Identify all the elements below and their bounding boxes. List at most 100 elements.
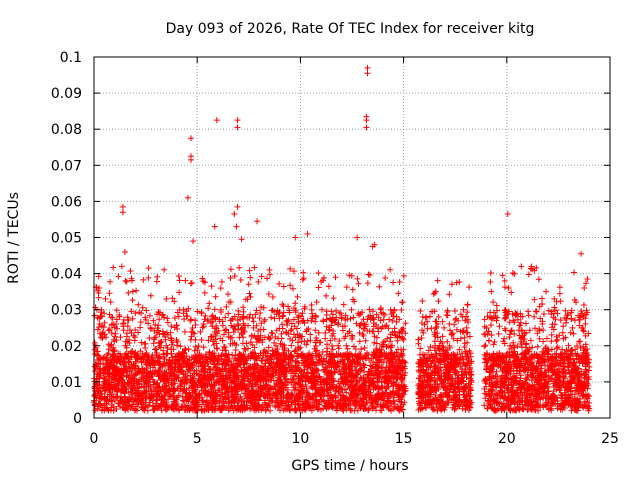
data-point <box>534 343 541 350</box>
data-point <box>292 300 299 307</box>
data-point <box>382 274 389 281</box>
data-point <box>341 386 348 393</box>
data-point <box>248 383 255 390</box>
data-point <box>137 319 144 326</box>
data-point <box>106 326 113 333</box>
data-point <box>207 319 214 326</box>
data-point <box>124 317 131 324</box>
data-point <box>377 305 384 312</box>
data-point <box>200 278 207 285</box>
data-point <box>340 301 347 308</box>
data-point <box>286 307 293 314</box>
data-point <box>323 308 330 315</box>
data-point <box>322 329 329 336</box>
data-point <box>466 284 473 291</box>
data-point <box>188 333 195 340</box>
data-point <box>290 331 297 338</box>
data-point <box>273 342 280 349</box>
data-point <box>132 326 139 333</box>
data-point <box>354 275 361 282</box>
data-point <box>142 314 149 321</box>
data-point <box>371 333 378 340</box>
data-point <box>303 385 310 392</box>
data-point <box>171 315 178 322</box>
data-point <box>116 311 123 318</box>
data-point <box>201 289 208 296</box>
data-point <box>225 351 232 358</box>
data-point <box>175 313 182 320</box>
data-point <box>344 345 351 352</box>
chart-title: Day 093 of 2026, Rate Of TEC Index for r… <box>166 21 535 37</box>
data-point <box>358 346 365 353</box>
data-point <box>110 336 117 343</box>
data-point <box>232 352 239 359</box>
data-point <box>235 307 242 314</box>
data-point <box>164 319 171 326</box>
data-point <box>258 273 265 280</box>
data-point <box>237 277 244 284</box>
data-point <box>375 314 382 321</box>
data-point <box>268 329 275 336</box>
data-point <box>206 348 213 355</box>
data-point <box>115 273 122 280</box>
data-point <box>171 380 178 387</box>
data-point <box>460 328 467 335</box>
data-point <box>188 316 195 323</box>
data-point <box>444 307 451 314</box>
data-point <box>333 314 340 321</box>
data-point <box>463 324 470 331</box>
data-point <box>194 347 201 354</box>
data-point <box>176 277 183 284</box>
data-point <box>285 303 292 310</box>
data-point <box>376 283 383 290</box>
data-point <box>287 327 294 334</box>
data-point <box>288 342 295 349</box>
data-point <box>236 264 243 271</box>
data-point <box>194 308 201 315</box>
data-point <box>253 307 260 314</box>
data-point <box>261 316 268 323</box>
data-point <box>174 309 181 316</box>
data-point <box>373 340 380 347</box>
data-point <box>177 343 184 350</box>
data-point <box>256 315 263 322</box>
data-point <box>231 273 238 280</box>
data-point <box>146 335 153 342</box>
data-point <box>168 323 175 330</box>
data-point <box>218 278 225 285</box>
data-point <box>495 330 502 337</box>
data-point <box>188 279 195 286</box>
data-point <box>318 306 325 313</box>
data-point <box>113 316 120 323</box>
data-point <box>383 322 390 329</box>
data-point <box>161 266 168 273</box>
data-point <box>205 363 212 370</box>
data-point <box>247 339 254 346</box>
data-point <box>129 288 136 295</box>
data-point <box>300 275 307 282</box>
data-point <box>245 281 252 288</box>
data-point <box>322 335 329 342</box>
data-point <box>202 353 209 360</box>
data-point <box>313 299 320 306</box>
data-point <box>125 289 132 296</box>
data-point <box>95 273 102 280</box>
data-point <box>105 407 112 414</box>
data-point <box>427 343 434 350</box>
data-point <box>365 271 372 278</box>
data-point <box>276 280 283 287</box>
data-point <box>452 316 459 323</box>
data-point <box>329 346 336 353</box>
data-point <box>439 333 446 340</box>
data-point <box>325 327 332 334</box>
data-point <box>132 310 139 317</box>
data-point <box>315 284 322 291</box>
data-point <box>433 323 440 330</box>
data-point <box>422 314 429 321</box>
data-point <box>127 267 134 274</box>
data-point <box>395 290 402 297</box>
data-point <box>152 334 159 341</box>
data-point <box>327 337 334 344</box>
data-point <box>153 278 160 285</box>
